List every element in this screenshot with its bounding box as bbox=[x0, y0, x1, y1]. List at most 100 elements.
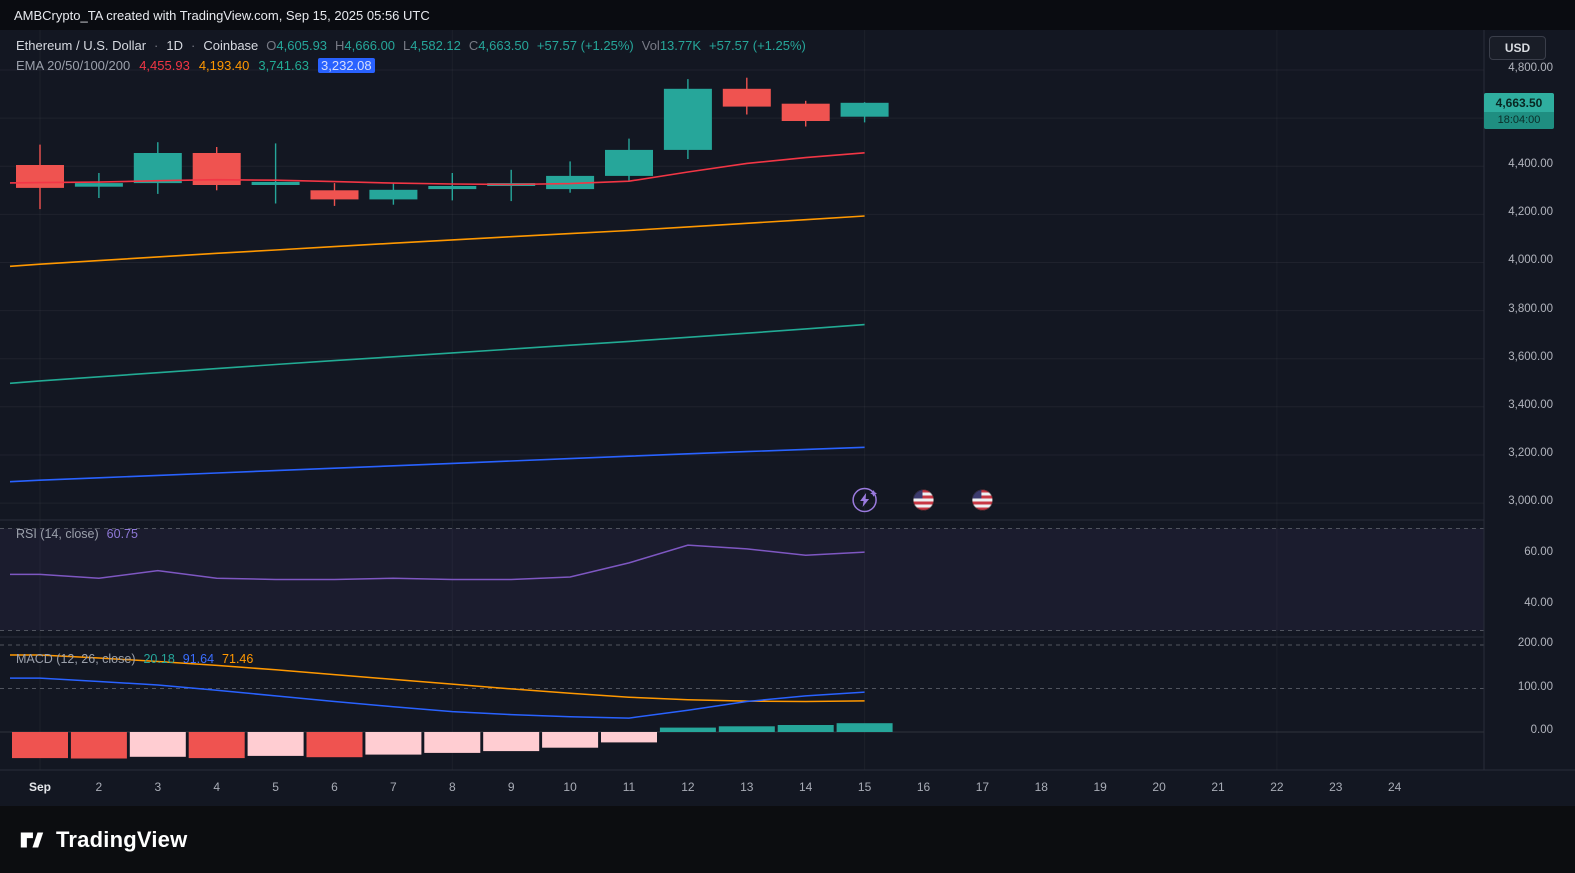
us-flag-icon[interactable] bbox=[971, 488, 994, 512]
candle bbox=[369, 183, 418, 205]
price-axis[interactable]: 4,800.00 4,400.00 4,200.00 4,000.00 3,800.00… bbox=[1484, 0, 1575, 873]
candle-body bbox=[74, 183, 123, 187]
candle-body bbox=[133, 153, 182, 184]
macd-label[interactable]: MACD (12, 26, close) bbox=[16, 652, 136, 666]
rsi-band bbox=[0, 528, 1484, 631]
macd-signal-value: 71.46 bbox=[222, 652, 254, 666]
high-readout: H 4,666.00 bbox=[335, 38, 395, 53]
rsi-label[interactable]: RSI (14, close) bbox=[16, 527, 99, 541]
candle bbox=[840, 102, 889, 123]
axis-tick: 3,000.00 bbox=[1508, 495, 1553, 508]
macd-line bbox=[10, 677, 865, 719]
currency-toggle-button[interactable]: USD bbox=[1489, 36, 1546, 60]
candle-body bbox=[487, 183, 536, 186]
ema20-value: 4,455.93 bbox=[139, 58, 190, 73]
axis-tick: 100.00 bbox=[1517, 680, 1553, 693]
candle bbox=[663, 79, 712, 159]
macd-layer bbox=[10, 654, 893, 759]
time-axis-tick: 22 bbox=[1270, 780, 1284, 794]
open-readout: O 4,605.93 bbox=[266, 38, 327, 53]
candle bbox=[487, 169, 536, 202]
open-value: 4,605.93 bbox=[276, 38, 328, 53]
close-value: 4,663.50 bbox=[478, 38, 529, 53]
close-readout: C 4,663.50 bbox=[469, 38, 529, 53]
interval-label[interactable]: 1D bbox=[166, 38, 184, 53]
ema200-value: 3,232.08 bbox=[318, 58, 375, 73]
time-axis-tick: 4 bbox=[213, 780, 221, 794]
time-axis-tick: 2 bbox=[95, 780, 103, 794]
axis-tick: 4,800.00 bbox=[1508, 62, 1553, 74]
volume-label: Vol bbox=[641, 38, 660, 53]
lightning-icon[interactable] bbox=[852, 487, 877, 513]
high-value: 4,666.00 bbox=[344, 38, 396, 53]
axis-tick: 200.00 bbox=[1517, 637, 1553, 649]
axis-tick: 4,200.00 bbox=[1508, 206, 1553, 219]
macd-histogram-bar bbox=[777, 725, 834, 732]
ema50-value: 4,193.40 bbox=[198, 58, 250, 73]
volume-readout: Vol 13.77K bbox=[642, 38, 701, 53]
time-axis-tick: 23 bbox=[1329, 780, 1343, 794]
time-axis-tick: 3 bbox=[154, 780, 162, 794]
candle-body bbox=[369, 189, 418, 200]
macd-histogram-bar bbox=[718, 726, 775, 732]
time-axis-tick: 10 bbox=[563, 780, 577, 794]
candles-layer bbox=[16, 77, 889, 210]
rsi-value: 60.75 bbox=[106, 527, 138, 541]
macd-histogram-bar bbox=[247, 732, 304, 756]
attribution-bar: AMBCrypto_TA created with TradingView.co… bbox=[0, 0, 1575, 30]
candle-body bbox=[428, 186, 477, 190]
macd-indicator-header[interactable]: MACD (12, 26, close) 20.18 91.64 71.46 bbox=[16, 652, 253, 666]
macd-histogram-bar bbox=[365, 732, 422, 755]
close-label: C bbox=[468, 38, 479, 53]
axis-tick: 4,400.00 bbox=[1508, 158, 1553, 171]
candle-body bbox=[781, 103, 830, 121]
macd-histogram-bar bbox=[129, 732, 186, 757]
candle bbox=[310, 183, 359, 206]
candle bbox=[192, 147, 241, 191]
candle-body bbox=[192, 153, 241, 185]
last-price-tag: 4,663.50 18:04:00 bbox=[1484, 93, 1554, 129]
axis-tick: 3,200.00 bbox=[1508, 446, 1553, 459]
rsi-indicator-header[interactable]: RSI (14, close) 60.75 bbox=[16, 527, 138, 541]
time-axis-tick: 9 bbox=[507, 780, 515, 794]
time-axis-tick: 17 bbox=[975, 780, 990, 794]
candle-body bbox=[840, 102, 889, 117]
time-axis-tick: 21 bbox=[1211, 780, 1225, 794]
time-axis-tick: 13 bbox=[740, 780, 754, 794]
time-axis-tick: Sep bbox=[28, 780, 52, 794]
low-label: L bbox=[403, 38, 411, 53]
open-label: O bbox=[266, 38, 277, 53]
candle bbox=[133, 142, 182, 194]
time-axis-tick: 5 bbox=[272, 780, 279, 794]
ema-indicator-header[interactable]: EMA 20/50/100/200 4,455.93 4,193.40 3,74… bbox=[16, 58, 375, 73]
candle bbox=[251, 143, 300, 204]
axis-tick: 3,600.00 bbox=[1508, 350, 1553, 363]
volume-value: 13.77K bbox=[659, 38, 702, 53]
symbol-name[interactable]: Ethereum / U.S. Dollar bbox=[16, 38, 147, 53]
tradingview-logo-icon[interactable] bbox=[18, 826, 46, 854]
time-axis-tick: 11 bbox=[622, 780, 636, 794]
candle bbox=[74, 173, 123, 198]
macd-histogram-bar bbox=[542, 732, 599, 748]
macd-histogram-bar bbox=[601, 732, 657, 743]
time-axis-tick: 18 bbox=[1034, 780, 1048, 794]
rsi-layer bbox=[10, 544, 865, 581]
bar-countdown: 18:04:00 bbox=[1484, 112, 1554, 129]
tradingview-wordmark[interactable]: TradingView bbox=[56, 826, 188, 852]
symbol-header: Ethereum / U.S. Dollar · 1D · Coinbase O… bbox=[16, 38, 806, 53]
separator-dot: · bbox=[191, 38, 196, 53]
macd-histogram-bar bbox=[836, 723, 893, 732]
axis-tick: 60.00 bbox=[1524, 546, 1553, 558]
axis-tick: 40.00 bbox=[1524, 597, 1553, 609]
candle-body bbox=[722, 88, 771, 107]
low-readout: L 4,582.12 bbox=[403, 38, 461, 53]
attribution-text: AMBCrypto_TA created with TradingView.co… bbox=[14, 7, 430, 23]
us-flag-icon[interactable] bbox=[912, 488, 935, 512]
ema-label[interactable]: EMA 20/50/100/200 bbox=[16, 58, 131, 73]
macd-histogram-bar bbox=[12, 732, 68, 759]
high-label: H bbox=[335, 38, 345, 53]
time-axis-tick: 7 bbox=[390, 780, 397, 794]
